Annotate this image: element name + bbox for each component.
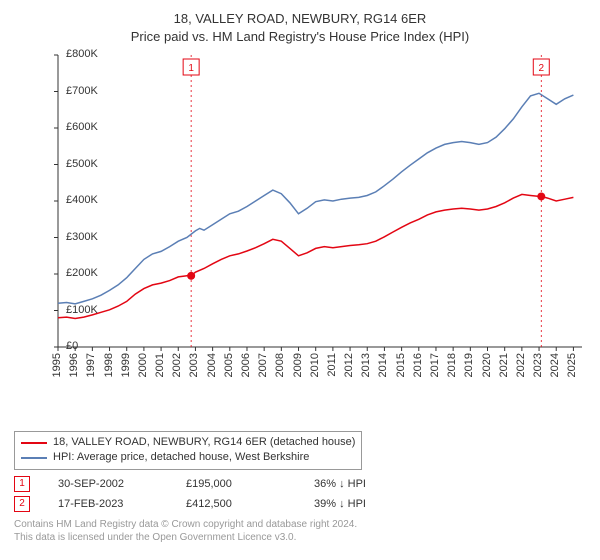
x-tick-label: 2007: [257, 353, 269, 377]
sale-price-2: £412,500: [186, 498, 286, 510]
x-tick-label: 2017: [429, 353, 441, 377]
legend-row-red: 18, VALLEY ROAD, NEWBURY, RG14 6ER (deta…: [21, 435, 355, 450]
sale-price-1: £195,000: [186, 478, 286, 490]
sale-date-1: 30-SEP-2002: [58, 478, 158, 490]
sale-marker-box-2: 2: [14, 496, 30, 512]
sale-rel-1: 36% ↓ HPI: [314, 478, 414, 490]
chart-svg: 12: [14, 51, 586, 351]
legend-swatch-blue: [21, 457, 47, 459]
title-line-2: Price paid vs. HM Land Registry's House …: [14, 28, 586, 46]
svg-text:1: 1: [188, 63, 194, 74]
x-tick-label: 1997: [85, 353, 97, 377]
x-tick-label: 1996: [68, 353, 80, 377]
sales-table: 1 30-SEP-2002 £195,000 36% ↓ HPI 2 17-FE…: [14, 476, 586, 512]
footer-line-2: This data is licensed under the Open Gov…: [14, 531, 586, 544]
x-tick-label: 2024: [549, 353, 561, 377]
sale-rel-2: 39% ↓ HPI: [314, 498, 414, 510]
x-tick-label: 2021: [498, 353, 510, 377]
x-tick-label: 2008: [274, 353, 286, 377]
x-tick-label: 2004: [206, 353, 218, 377]
footer: Contains HM Land Registry data © Crown c…: [14, 518, 586, 544]
x-tick-label: 2015: [395, 353, 407, 377]
x-tick-label: 2012: [343, 353, 355, 377]
legend: 18, VALLEY ROAD, NEWBURY, RG14 6ER (deta…: [14, 431, 362, 470]
x-tick-label: 2018: [446, 353, 458, 377]
x-tick-label: 2016: [412, 353, 424, 377]
sale-date-2: 17-FEB-2023: [58, 498, 158, 510]
x-tick-label: 2001: [154, 353, 166, 377]
title-line-1: 18, VALLEY ROAD, NEWBURY, RG14 6ER: [14, 10, 586, 28]
x-tick-label: 2005: [223, 353, 235, 377]
x-tick-label: 2002: [171, 353, 183, 377]
x-tick-label: 2013: [360, 353, 372, 377]
sales-row-2: 2 17-FEB-2023 £412,500 39% ↓ HPI: [14, 496, 586, 512]
x-tick-label: 2022: [515, 353, 527, 377]
sales-row-1: 1 30-SEP-2002 £195,000 36% ↓ HPI: [14, 476, 586, 492]
footer-line-1: Contains HM Land Registry data © Crown c…: [14, 518, 586, 531]
x-tick-label: 2020: [481, 353, 493, 377]
x-tick-label: 2003: [188, 353, 200, 377]
x-tick-label: 2014: [377, 353, 389, 377]
x-tick-label: 1998: [103, 353, 115, 377]
sale-marker-box-1: 1: [14, 476, 30, 492]
chart-plot: 12 £0£100K£200K£300K£400K£500K£600K£700K…: [14, 51, 586, 391]
chart-title: 18, VALLEY ROAD, NEWBURY, RG14 6ER Price…: [14, 10, 586, 45]
x-tick-label: 2011: [326, 353, 338, 377]
x-tick-label: 1995: [51, 353, 63, 377]
x-tick-label: 2006: [240, 353, 252, 377]
legend-label-blue: HPI: Average price, detached house, West…: [53, 450, 309, 465]
legend-label-red: 18, VALLEY ROAD, NEWBURY, RG14 6ER (deta…: [53, 435, 355, 450]
svg-text:2: 2: [539, 63, 545, 74]
x-tick-label: 2019: [463, 353, 475, 377]
x-tick-label: 2009: [292, 353, 304, 377]
x-tick-label: 2010: [309, 353, 321, 377]
legend-swatch-red: [21, 442, 47, 444]
x-tick-label: 2025: [566, 353, 578, 377]
legend-row-blue: HPI: Average price, detached house, West…: [21, 450, 355, 465]
x-tick-label: 2000: [137, 353, 149, 377]
chart-container: 18, VALLEY ROAD, NEWBURY, RG14 6ER Price…: [0, 0, 600, 560]
x-tick-label: 2023: [532, 353, 544, 377]
x-tick-label: 1999: [120, 353, 132, 377]
